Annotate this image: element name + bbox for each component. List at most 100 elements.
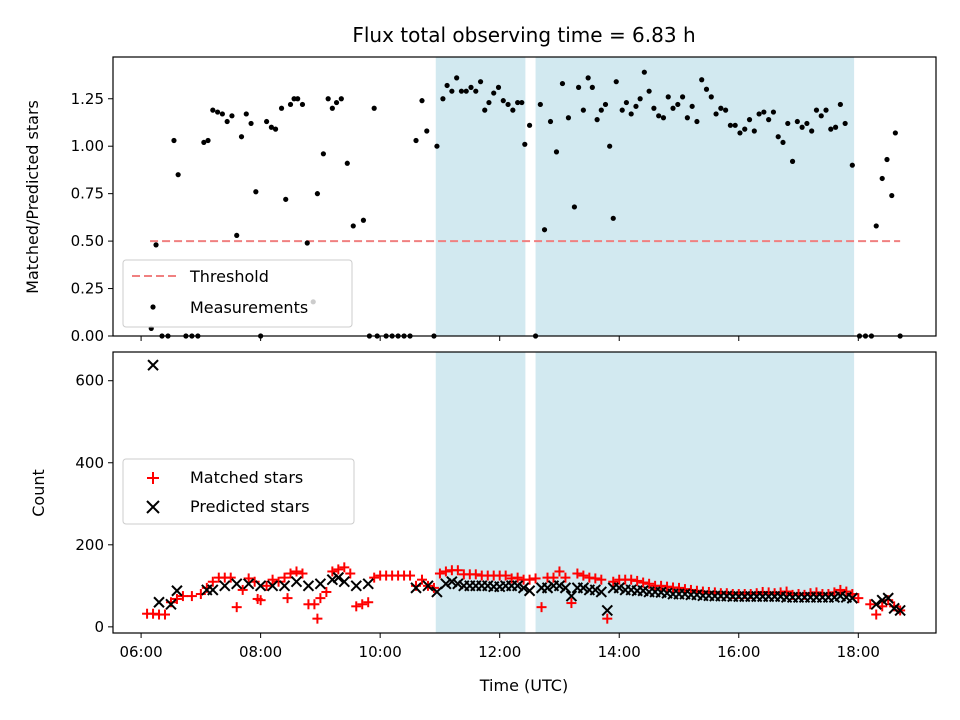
bottom-y-tick-label: 0 bbox=[94, 618, 104, 636]
measurement-point bbox=[287, 101, 294, 108]
measurement-point bbox=[775, 134, 781, 140]
measurement-point bbox=[253, 189, 259, 195]
measurement-point bbox=[809, 128, 815, 134]
matched-star-point bbox=[644, 578, 655, 589]
measurement-point bbox=[610, 215, 616, 221]
measurement-point bbox=[594, 117, 600, 123]
legend-matched-swatch bbox=[147, 472, 159, 484]
matched-star-point bbox=[452, 565, 463, 576]
measurement-point bbox=[526, 122, 533, 128]
measurement-point bbox=[338, 96, 344, 102]
predicted-star-point bbox=[290, 576, 303, 588]
matched-star-point bbox=[273, 576, 284, 587]
measurement-point bbox=[656, 113, 662, 119]
measurement-point bbox=[295, 96, 301, 102]
matched-star-point bbox=[638, 577, 649, 588]
matched-star-point bbox=[578, 570, 589, 581]
predicted-star-point bbox=[410, 582, 422, 594]
measurement-point bbox=[434, 143, 440, 149]
matched-star-point bbox=[530, 573, 541, 584]
measurement-point bbox=[842, 120, 848, 127]
measurement-point bbox=[505, 101, 511, 108]
measurement-point bbox=[732, 122, 738, 128]
legend-predicted-swatch bbox=[146, 500, 160, 514]
measurement-point bbox=[684, 115, 690, 121]
measurement-point bbox=[633, 103, 639, 109]
measurement-point bbox=[153, 242, 159, 248]
measurement-point bbox=[291, 96, 297, 102]
predicted-star-point bbox=[350, 580, 362, 592]
measurement-point bbox=[444, 82, 450, 89]
predicted-star-point bbox=[601, 604, 613, 617]
bottom-panel: 0 200 400 600 06:00 08:00 10:00 12:00 14:00 16:0… bbox=[29, 351, 937, 695]
top-y-tick-label: 0.25 bbox=[71, 280, 104, 298]
measurement-point bbox=[761, 109, 767, 115]
measurement-point bbox=[486, 99, 492, 106]
matched-star-point bbox=[440, 566, 451, 577]
measurement-point bbox=[884, 156, 890, 163]
matched-star-point bbox=[608, 576, 619, 587]
measurement-point bbox=[723, 107, 729, 113]
legend-measurements-swatch bbox=[150, 304, 156, 310]
measurement-point bbox=[214, 109, 221, 115]
matched-star-point bbox=[512, 572, 523, 583]
predicted-star-point bbox=[165, 598, 177, 610]
measurement-point bbox=[713, 111, 719, 117]
measurement-point bbox=[477, 79, 484, 85]
measurement-point bbox=[694, 118, 700, 125]
matched-star-point bbox=[369, 572, 380, 583]
top-y-tick-label: 1.25 bbox=[71, 90, 104, 108]
measurement-point bbox=[424, 128, 430, 134]
predicted-star-point bbox=[153, 596, 165, 608]
predicted-star-point bbox=[231, 578, 243, 590]
measurement-point bbox=[454, 75, 460, 81]
top-panel: 0.00 0.25 0.50 0.75 1.00 1.25 Matched/Predict… bbox=[23, 56, 937, 345]
predicted-star-point bbox=[846, 592, 859, 604]
measurement-point bbox=[799, 124, 805, 130]
matched-star-point bbox=[434, 568, 445, 579]
matched-star-point bbox=[312, 613, 323, 624]
matched-star-point bbox=[171, 593, 182, 604]
measurement-point bbox=[873, 223, 879, 229]
measurement-point bbox=[746, 117, 753, 123]
predicted-star-point bbox=[894, 604, 906, 617]
matched-star-point bbox=[470, 569, 481, 580]
measurement-point bbox=[559, 80, 566, 87]
predicted-star-point bbox=[422, 580, 434, 592]
matched-star-point bbox=[291, 566, 302, 577]
matched-star-point bbox=[177, 591, 188, 602]
measurement-point bbox=[500, 98, 506, 104]
measurement-point bbox=[473, 88, 479, 94]
matched-star-point bbox=[231, 602, 242, 613]
measurement-point bbox=[823, 107, 829, 113]
matched-star-point bbox=[237, 584, 248, 595]
matched-star-point bbox=[841, 586, 852, 597]
measurement-point bbox=[248, 120, 254, 127]
predicted-star-point bbox=[362, 578, 374, 590]
matched-star-point bbox=[315, 593, 326, 604]
matched-star-point bbox=[261, 580, 272, 591]
x-tick-label: 06:00 bbox=[119, 643, 162, 661]
predicted-star-point bbox=[523, 585, 536, 597]
matched-star-point bbox=[405, 570, 416, 581]
bottom-y-tick-label: 200 bbox=[75, 536, 104, 554]
measurement-point bbox=[333, 99, 340, 106]
matched-star-point bbox=[327, 566, 338, 577]
predicted-star-point bbox=[147, 359, 159, 371]
measurement-point bbox=[283, 196, 289, 202]
measurement-point bbox=[770, 109, 777, 115]
matched-star-point bbox=[554, 566, 565, 577]
measurement-point bbox=[565, 115, 572, 121]
measurement-point bbox=[832, 124, 839, 130]
top-shaded-interval-0 bbox=[435, 57, 526, 336]
measurement-point bbox=[703, 86, 710, 92]
predicted-star-point bbox=[207, 584, 219, 596]
x-tick-label: 16:00 bbox=[717, 643, 760, 661]
top-y-tick-label: 0.50 bbox=[71, 232, 104, 250]
predicted-star-point bbox=[302, 580, 315, 592]
measurement-point bbox=[413, 137, 419, 144]
predicted-star-point bbox=[595, 586, 608, 598]
measurement-point bbox=[449, 88, 455, 94]
measurement-point bbox=[699, 77, 705, 83]
